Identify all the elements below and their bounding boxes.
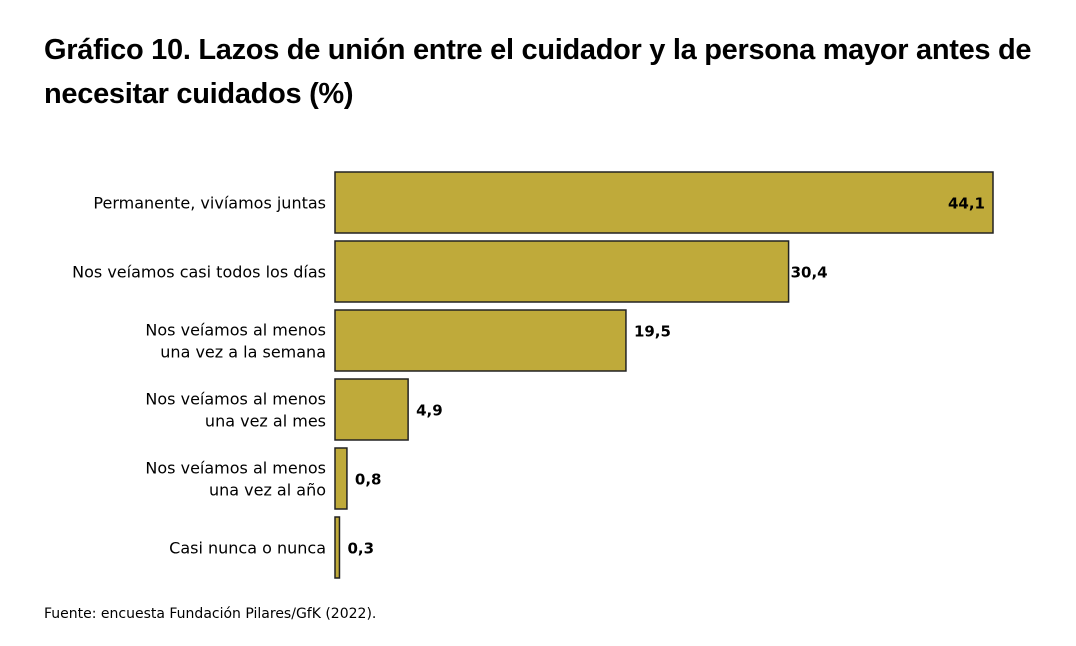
- data-label: 19,5: [634, 323, 671, 341]
- category-label: Nos veíamos al menos: [145, 321, 326, 340]
- category-label: una vez a la semana: [160, 343, 326, 362]
- category-label: Casi nunca o nunca: [169, 539, 326, 558]
- data-label: 0,3: [347, 540, 374, 558]
- category-label: una vez al año: [209, 481, 326, 500]
- category-label: Nos veíamos al menos: [145, 390, 326, 409]
- chart-source: Fuente: encuesta Fundación Pilares/GfK (…: [44, 606, 377, 622]
- category-label: una vez al mes: [205, 412, 326, 431]
- bar: [334, 378, 409, 441]
- data-label: 4,9: [416, 402, 443, 420]
- bar: [334, 171, 994, 234]
- data-label: 44,1: [948, 195, 985, 213]
- data-label: 0,8: [355, 471, 382, 489]
- category-label: Nos veíamos al menos: [145, 459, 326, 478]
- bar: [334, 447, 348, 510]
- bar: [334, 309, 627, 372]
- data-label: 30,4: [791, 264, 828, 282]
- bar: [334, 516, 341, 579]
- bar: [334, 240, 790, 303]
- category-label: Permanente, vivíamos juntas: [93, 194, 326, 213]
- chart-title: Gráfico 10. Lazos de unión entre el cuid…: [44, 34, 1032, 110]
- category-label: Nos veíamos casi todos los días: [72, 263, 326, 282]
